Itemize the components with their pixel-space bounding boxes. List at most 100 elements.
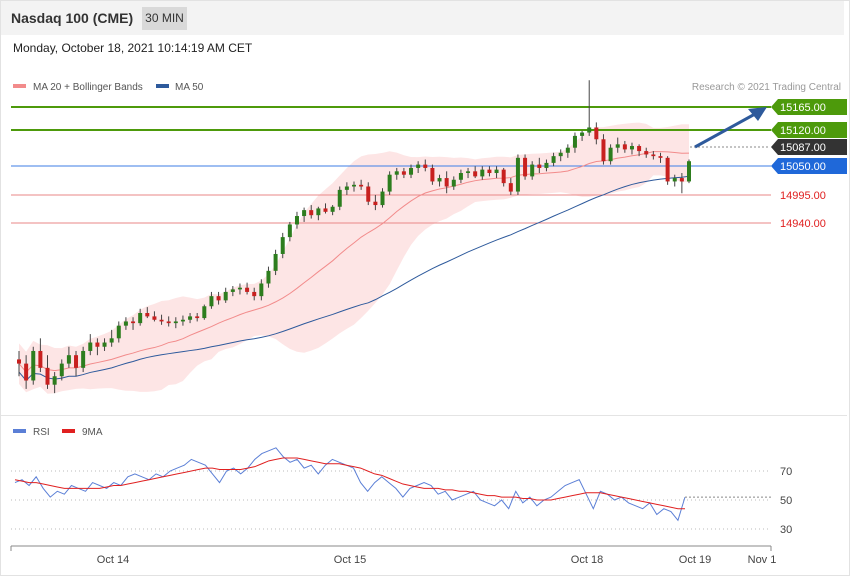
resistance-level-label: 15165.00 — [780, 102, 826, 114]
x-axis-label: Oct 19 — [679, 554, 711, 566]
interval-button[interactable]: 30 MIN — [142, 7, 187, 30]
candle — [166, 321, 171, 324]
candle — [687, 161, 691, 182]
candle — [344, 186, 349, 190]
candle — [145, 313, 150, 317]
candle — [416, 164, 421, 168]
candle — [230, 289, 235, 292]
candle — [330, 206, 335, 212]
candle — [430, 167, 435, 182]
legend-9ma-label: 9MA — [82, 427, 103, 438]
candle — [287, 224, 292, 238]
candle — [252, 291, 257, 297]
chart-header: Nasdaq 100 (CME) 30 MIN — [1, 1, 844, 35]
candle — [223, 291, 228, 301]
candle — [608, 147, 613, 162]
candle — [209, 296, 214, 307]
candle — [195, 316, 200, 319]
candle — [109, 338, 114, 343]
last-level-badge — [771, 139, 847, 155]
x-axis-label: Oct 14 — [97, 554, 129, 566]
x-axis-label: Oct 18 — [571, 554, 603, 566]
last-level-label: 15087.00 — [780, 142, 826, 154]
candle — [530, 164, 535, 177]
ma50-line — [18, 175, 690, 382]
candle — [594, 127, 599, 140]
candle — [337, 189, 342, 207]
candle — [679, 178, 684, 182]
rsi-level-label: 30 — [780, 524, 792, 536]
candle — [45, 367, 50, 385]
candle — [494, 169, 499, 174]
candle — [88, 342, 93, 351]
candle — [558, 152, 563, 157]
candle — [644, 151, 649, 155]
candle — [95, 342, 100, 347]
support-level-label: 14995.00 — [780, 190, 826, 202]
forecast-arrow-shaft — [694, 112, 756, 149]
credit-text: Research © 2021 Trading Central — [692, 82, 841, 93]
candle — [52, 376, 57, 385]
rsi-line — [14, 447, 686, 522]
candle — [216, 296, 221, 301]
panel-separator — [1, 415, 847, 416]
candle — [359, 184, 364, 187]
candle — [366, 186, 371, 202]
candle — [237, 287, 242, 290]
rsi-ma-line — [14, 457, 685, 510]
candle — [59, 363, 64, 377]
candle — [409, 167, 414, 175]
candle — [587, 127, 592, 133]
candle — [202, 306, 207, 319]
candle — [159, 319, 164, 322]
candle — [38, 350, 43, 368]
candle — [487, 169, 492, 174]
candle — [138, 313, 143, 324]
candle — [622, 144, 627, 150]
candle — [501, 169, 506, 184]
instrument-title: Nasdaq 100 (CME) — [11, 10, 134, 26]
candle — [123, 321, 128, 326]
candle — [458, 173, 463, 180]
candle — [380, 191, 385, 206]
candle — [131, 321, 136, 324]
candle — [572, 135, 577, 148]
candle — [601, 139, 606, 162]
candle — [188, 316, 193, 320]
candle — [173, 321, 178, 324]
candle — [245, 287, 250, 292]
legend-rsi-label: RSI — [33, 427, 50, 438]
candle — [544, 162, 549, 168]
candle — [273, 253, 278, 271]
candle — [473, 171, 478, 177]
candle — [651, 154, 656, 157]
candle — [180, 319, 185, 322]
candle — [444, 178, 449, 187]
candle — [102, 342, 107, 347]
candle — [24, 363, 29, 381]
candle — [401, 171, 406, 175]
candle — [515, 157, 520, 192]
candle — [302, 210, 307, 217]
rsi-level-label: 50 — [780, 495, 792, 507]
candle — [523, 157, 528, 177]
candle — [451, 179, 456, 187]
candle — [537, 164, 542, 168]
resistance-level-badge — [771, 99, 847, 115]
candle — [615, 144, 620, 148]
candle — [658, 156, 663, 158]
candle — [394, 171, 399, 175]
candle — [280, 237, 285, 254]
candle — [323, 208, 328, 212]
pivot-level-label: 15050.00 — [780, 161, 826, 173]
legend-ma50-label: MA 50 — [175, 82, 204, 93]
candle — [74, 355, 79, 368]
legend-9ma-swatch — [62, 429, 75, 433]
resistance-level-label: 15120.00 — [780, 125, 826, 137]
candle — [17, 359, 21, 364]
legend-ma20-label: MA 20 + Bollinger Bands — [33, 82, 143, 93]
candle — [373, 201, 378, 206]
ma20-line — [18, 151, 690, 373]
bollinger-band — [19, 122, 689, 394]
